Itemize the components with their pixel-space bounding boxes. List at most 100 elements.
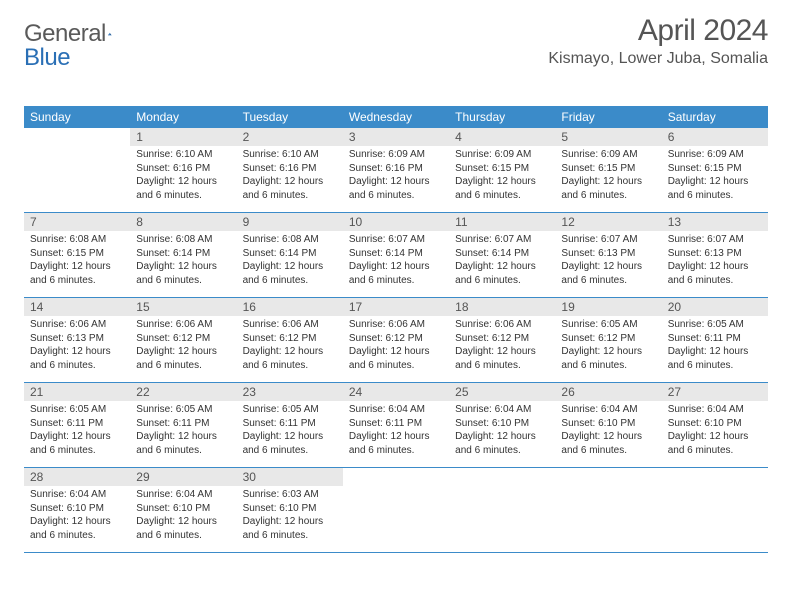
day-details: Sunrise: 6:09 AMSunset: 6:15 PMDaylight:…: [662, 146, 768, 206]
daylight-line: Daylight: 12 hours and 6 minutes.: [668, 430, 762, 457]
dayname-row: SundayMondayTuesdayWednesdayThursdayFrid…: [24, 106, 768, 128]
sunset-line: Sunset: 6:13 PM: [561, 247, 655, 261]
day-number: 15: [130, 298, 236, 316]
sunset-line: Sunset: 6:15 PM: [455, 162, 549, 176]
sunset-line: Sunset: 6:14 PM: [455, 247, 549, 261]
day-number: 25: [449, 383, 555, 401]
daylight-line: Daylight: 12 hours and 6 minutes.: [349, 260, 443, 287]
sunrise-line: Sunrise: 6:06 AM: [455, 318, 549, 332]
sunrise-line: Sunrise: 6:05 AM: [561, 318, 655, 332]
sail-icon: [108, 25, 112, 43]
sunset-line: Sunset: 6:10 PM: [455, 417, 549, 431]
day-number: 22: [130, 383, 236, 401]
sunrise-line: Sunrise: 6:07 AM: [668, 233, 762, 247]
day-details: Sunrise: 6:04 AMSunset: 6:10 PMDaylight:…: [130, 486, 236, 546]
day-cell-17: 17Sunrise: 6:06 AMSunset: 6:12 PMDayligh…: [343, 298, 449, 382]
day-details: Sunrise: 6:06 AMSunset: 6:12 PMDaylight:…: [343, 316, 449, 376]
day-cell-26: 26Sunrise: 6:04 AMSunset: 6:10 PMDayligh…: [555, 383, 661, 467]
dayname-friday: Friday: [555, 106, 661, 128]
day-number: 4: [449, 128, 555, 146]
sunset-line: Sunset: 6:14 PM: [349, 247, 443, 261]
day-number: 20: [662, 298, 768, 316]
daylight-line: Daylight: 12 hours and 6 minutes.: [136, 515, 230, 542]
sunrise-line: Sunrise: 6:04 AM: [30, 488, 124, 502]
day-number: 30: [237, 468, 343, 486]
daylight-line: Daylight: 12 hours and 6 minutes.: [30, 515, 124, 542]
sunset-line: Sunset: 6:12 PM: [136, 332, 230, 346]
day-number: 12: [555, 213, 661, 231]
day-number: 10: [343, 213, 449, 231]
day-details: Sunrise: 6:09 AMSunset: 6:15 PMDaylight:…: [449, 146, 555, 206]
day-number: 27: [662, 383, 768, 401]
day-cell-28: 28Sunrise: 6:04 AMSunset: 6:10 PMDayligh…: [24, 468, 130, 552]
sunset-line: Sunset: 6:16 PM: [243, 162, 337, 176]
daylight-line: Daylight: 12 hours and 6 minutes.: [668, 260, 762, 287]
sunrise-line: Sunrise: 6:05 AM: [30, 403, 124, 417]
daylight-line: Daylight: 12 hours and 6 minutes.: [136, 345, 230, 372]
location-text: Kismayo, Lower Juba, Somalia: [548, 50, 768, 68]
day-cell-15: 15Sunrise: 6:06 AMSunset: 6:12 PMDayligh…: [130, 298, 236, 382]
empty-cell: [343, 468, 449, 552]
empty-cell: [24, 128, 130, 212]
sunset-line: Sunset: 6:16 PM: [349, 162, 443, 176]
day-cell-18: 18Sunrise: 6:06 AMSunset: 6:12 PMDayligh…: [449, 298, 555, 382]
empty-cell: [662, 468, 768, 552]
daylight-line: Daylight: 12 hours and 6 minutes.: [561, 430, 655, 457]
day-number: 16: [237, 298, 343, 316]
day-details: Sunrise: 6:10 AMSunset: 6:16 PMDaylight:…: [130, 146, 236, 206]
day-details: Sunrise: 6:03 AMSunset: 6:10 PMDaylight:…: [237, 486, 343, 546]
sunrise-line: Sunrise: 6:09 AM: [349, 148, 443, 162]
daylight-line: Daylight: 12 hours and 6 minutes.: [30, 260, 124, 287]
day-cell-22: 22Sunrise: 6:05 AMSunset: 6:11 PMDayligh…: [130, 383, 236, 467]
sunrise-line: Sunrise: 6:09 AM: [561, 148, 655, 162]
day-number: 13: [662, 213, 768, 231]
day-number: 24: [343, 383, 449, 401]
daylight-line: Daylight: 12 hours and 6 minutes.: [243, 345, 337, 372]
day-number: 2: [237, 128, 343, 146]
dayname-thursday: Thursday: [449, 106, 555, 128]
sunset-line: Sunset: 6:15 PM: [668, 162, 762, 176]
day-number: 19: [555, 298, 661, 316]
sunset-line: Sunset: 6:12 PM: [561, 332, 655, 346]
day-number: 8: [130, 213, 236, 231]
daylight-line: Daylight: 12 hours and 6 minutes.: [136, 260, 230, 287]
day-details: Sunrise: 6:06 AMSunset: 6:12 PMDaylight:…: [130, 316, 236, 376]
day-cell-2: 2Sunrise: 6:10 AMSunset: 6:16 PMDaylight…: [237, 128, 343, 212]
day-details: Sunrise: 6:04 AMSunset: 6:11 PMDaylight:…: [343, 401, 449, 461]
day-details: Sunrise: 6:04 AMSunset: 6:10 PMDaylight:…: [555, 401, 661, 461]
daylight-line: Daylight: 12 hours and 6 minutes.: [30, 345, 124, 372]
day-number: 7: [24, 213, 130, 231]
sunrise-line: Sunrise: 6:06 AM: [136, 318, 230, 332]
sunrise-line: Sunrise: 6:07 AM: [349, 233, 443, 247]
sunset-line: Sunset: 6:13 PM: [668, 247, 762, 261]
day-number: 11: [449, 213, 555, 231]
sunset-line: Sunset: 6:11 PM: [243, 417, 337, 431]
daylight-line: Daylight: 12 hours and 6 minutes.: [561, 260, 655, 287]
day-number: 28: [24, 468, 130, 486]
day-number: 18: [449, 298, 555, 316]
sunrise-line: Sunrise: 6:05 AM: [668, 318, 762, 332]
day-details: Sunrise: 6:07 AMSunset: 6:13 PMDaylight:…: [662, 231, 768, 291]
brand-text-blue: Blue: [24, 44, 70, 71]
sunrise-line: Sunrise: 6:04 AM: [136, 488, 230, 502]
daylight-line: Daylight: 12 hours and 6 minutes.: [349, 430, 443, 457]
day-number: 21: [24, 383, 130, 401]
sunset-line: Sunset: 6:10 PM: [561, 417, 655, 431]
day-cell-7: 7Sunrise: 6:08 AMSunset: 6:15 PMDaylight…: [24, 213, 130, 297]
day-cell-29: 29Sunrise: 6:04 AMSunset: 6:10 PMDayligh…: [130, 468, 236, 552]
day-details: Sunrise: 6:06 AMSunset: 6:13 PMDaylight:…: [24, 316, 130, 376]
day-cell-13: 13Sunrise: 6:07 AMSunset: 6:13 PMDayligh…: [662, 213, 768, 297]
sunset-line: Sunset: 6:12 PM: [349, 332, 443, 346]
day-details: Sunrise: 6:04 AMSunset: 6:10 PMDaylight:…: [662, 401, 768, 461]
sunrise-line: Sunrise: 6:07 AM: [561, 233, 655, 247]
sunset-line: Sunset: 6:14 PM: [136, 247, 230, 261]
day-details: Sunrise: 6:05 AMSunset: 6:11 PMDaylight:…: [24, 401, 130, 461]
daylight-line: Daylight: 12 hours and 6 minutes.: [561, 175, 655, 202]
daylight-line: Daylight: 12 hours and 6 minutes.: [243, 260, 337, 287]
day-details: Sunrise: 6:06 AMSunset: 6:12 PMDaylight:…: [237, 316, 343, 376]
month-title: April 2024: [548, 14, 768, 48]
day-details: Sunrise: 6:04 AMSunset: 6:10 PMDaylight:…: [449, 401, 555, 461]
daylight-line: Daylight: 12 hours and 6 minutes.: [455, 430, 549, 457]
day-cell-23: 23Sunrise: 6:05 AMSunset: 6:11 PMDayligh…: [237, 383, 343, 467]
daylight-line: Daylight: 12 hours and 6 minutes.: [136, 175, 230, 202]
